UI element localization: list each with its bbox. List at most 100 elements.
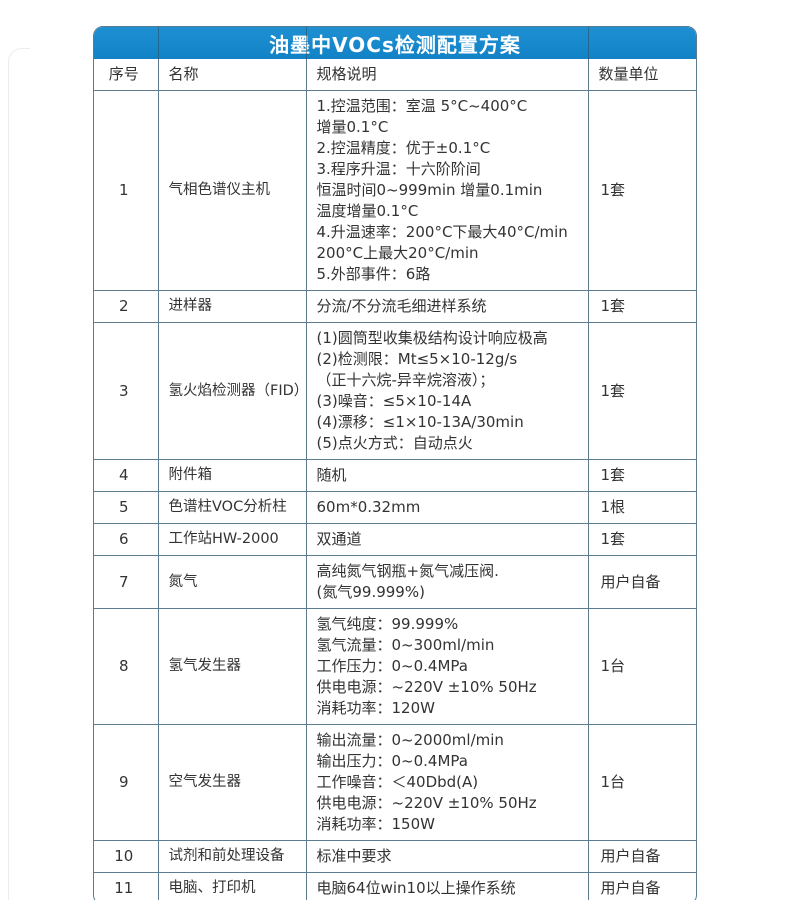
config-table: 序号 名称 规格说明 数量单位 1 气相色谱仪主机 1.控温范围：室温 5°C~… [94, 59, 696, 900]
config-table-card: 油墨中VOCs检测配置方案 序号 名称 规格说明 数量单位 1 气相色谱仪主机 … [93, 26, 697, 900]
col-header-no: 序号 [94, 59, 159, 91]
spec-line: (3)噪音：≤5×10-14A [316, 392, 472, 410]
item-name: 氢气发生器 [157, 608, 307, 725]
spec-line: 4.升温速率：200°C下最大40°C/min [316, 223, 568, 241]
item-quantity: 1台 [587, 608, 696, 725]
item-name: 氢火焰检测器（FID） [157, 322, 307, 460]
spec-line: 1.控温范围：室温 5°C~400°C [316, 97, 528, 115]
spec-line: 分流/不分流毛细进样系统 [316, 297, 487, 315]
item-name: 工作站HW-2000 [157, 523, 307, 556]
item-quantity: 1台 [587, 724, 696, 841]
table-row: 8 氢气发生器 氢气纯度：99.999% 氢气流量：0~300ml/min 工作压力… [94, 608, 696, 725]
spec-line: 60m*0.32mm [316, 498, 421, 516]
item-spec: 标准中要求 [305, 840, 589, 873]
spec-line: 增量0.1°C [316, 118, 389, 136]
spec-line: 恒温时间0~999min 增量0.1min [316, 181, 543, 199]
row-number: 1 [94, 90, 159, 291]
item-quantity: 1套 [587, 459, 696, 492]
spec-line: 5.外部事件：6路 [316, 265, 431, 283]
table-row: 10 试剂和前处理设备 标准中要求 用户自备 [94, 840, 696, 873]
table-row: 4 附件箱 随机 1套 [94, 459, 696, 492]
table-row: 6 工作站HW-2000 双通道 1套 [94, 523, 696, 556]
item-name: 试剂和前处理设备 [157, 840, 307, 873]
spec-line: 2.控温精度：优于±0.1°C [316, 139, 491, 157]
spec-line: （正十六烷-异辛烷溶液）； [316, 371, 495, 389]
row-number: 5 [94, 491, 159, 524]
banner-column-divider [588, 27, 589, 59]
row-number: 8 [94, 608, 159, 725]
item-spec: (1)圆筒型收集极结构设计响应极高 (2)检测限：Mt≤5×10-12g/s （正十… [305, 322, 589, 460]
spec-line: (2)检测限：Mt≤5×10-12g/s [316, 350, 518, 368]
table-row: 11 电脑、打印机 电脑64位win10以上操作系统 用户自备 [94, 872, 696, 900]
spec-line: 工作噪音：＜40Dbd(A) [316, 773, 479, 791]
col-header-name: 名称 [157, 59, 307, 91]
spec-line: 输出压力：0~0.4MPa [316, 752, 468, 770]
row-number: 7 [94, 555, 159, 609]
row-number: 6 [94, 523, 159, 556]
spec-line: 随机 [316, 466, 347, 484]
row-number: 11 [94, 872, 159, 900]
item-name: 色谱柱VOC分析柱 [157, 491, 307, 524]
item-quantity: 1套 [587, 523, 696, 556]
page-card-edge [8, 48, 30, 900]
table-header-row: 序号 名称 规格说明 数量单位 [94, 59, 696, 91]
row-number: 3 [94, 322, 159, 460]
spec-line: 高纯氮气钢瓶+氮气减压阀. [316, 562, 499, 580]
table-row: 3 氢火焰检测器（FID） (1)圆筒型收集极结构设计响应极高 (2)检测限：Mt… [94, 322, 696, 460]
item-quantity: 用户自备 [587, 840, 696, 873]
table-row: 5 色谱柱VOC分析柱 60m*0.32mm 1根 [94, 491, 696, 524]
banner-column-divider [306, 27, 307, 59]
item-quantity: 用户自备 [587, 872, 696, 900]
spec-line: 供电电源：~220V ±10% 50Hz [316, 678, 537, 696]
item-spec: 1.控温范围：室温 5°C~400°C 增量0.1°C 2.控温精度：优于±0.1°… [305, 90, 589, 291]
spec-line: 双通道 [316, 530, 362, 548]
item-spec: 双通道 [305, 523, 589, 556]
spec-line: (5)点火方式：自动点火 [316, 434, 473, 452]
item-quantity: 1套 [587, 90, 696, 291]
spec-line: (1)圆筒型收集极结构设计响应极高 [316, 329, 548, 347]
spec-line: 输出流量：0~2000ml/min [316, 731, 504, 749]
col-header-spec: 规格说明 [305, 59, 589, 91]
table-row: 1 气相色谱仪主机 1.控温范围：室温 5°C~400°C 增量0.1°C 2.控温… [94, 90, 696, 291]
spec-line: (氮气99.999%) [316, 583, 425, 601]
spec-line: 温度增量0.1°C [316, 202, 419, 220]
item-name: 空气发生器 [157, 724, 307, 841]
item-name: 氮气 [157, 555, 307, 609]
item-spec: 氢气纯度：99.999% 氢气流量：0~300ml/min 工作压力：0~0.4MP… [305, 608, 589, 725]
spec-line: 消耗功率：150W [316, 815, 435, 833]
item-spec: 电脑64位win10以上操作系统 [305, 872, 589, 900]
spec-line: 电脑64位win10以上操作系统 [316, 879, 516, 897]
spec-line: (4)漂移：≤1×10-13A/30min [316, 413, 524, 431]
table-body: 1 气相色谱仪主机 1.控温范围：室温 5°C~400°C 增量0.1°C 2.控温… [94, 90, 696, 900]
table-row: 7 氮气 高纯氮气钢瓶+氮气减压阀. (氮气99.999%) 用户自备 [94, 555, 696, 609]
banner-column-divider [158, 27, 159, 59]
row-number: 10 [94, 840, 159, 873]
item-quantity: 1套 [587, 290, 696, 323]
item-spec: 分流/不分流毛细进样系统 [305, 290, 589, 323]
spec-line: 氢气流量：0~300ml/min [316, 636, 495, 654]
page-title: 油墨中VOCs检测配置方案 [269, 32, 521, 57]
table-row: 9 空气发生器 输出流量：0~2000ml/min 输出压力：0~0.4MPa 工作… [94, 724, 696, 841]
col-header-qty: 数量单位 [587, 59, 696, 91]
row-number: 4 [94, 459, 159, 492]
row-number: 2 [94, 290, 159, 323]
item-quantity: 用户自备 [587, 555, 696, 609]
table-title-banner: 油墨中VOCs检测配置方案 [94, 27, 696, 59]
item-quantity: 1根 [587, 491, 696, 524]
spec-line: 氢气纯度：99.999% [316, 615, 459, 633]
spec-line: 工作压力：0~0.4MPa [316, 657, 468, 675]
item-spec: 高纯氮气钢瓶+氮气减压阀. (氮气99.999%) [305, 555, 589, 609]
item-name: 电脑、打印机 [157, 872, 307, 900]
item-name: 气相色谱仪主机 [157, 90, 307, 291]
spec-line: 标准中要求 [316, 847, 392, 865]
spec-line: 消耗功率：120W [316, 699, 435, 717]
item-spec: 60m*0.32mm [305, 491, 589, 524]
item-spec: 随机 [305, 459, 589, 492]
spec-line: 200°C上最大20°C/min [316, 244, 479, 262]
spec-line: 供电电源：~220V ±10% 50Hz [316, 794, 537, 812]
table-row: 2 进样器 分流/不分流毛细进样系统 1套 [94, 290, 696, 323]
item-quantity: 1套 [587, 322, 696, 460]
row-number: 9 [94, 724, 159, 841]
item-name: 进样器 [157, 290, 307, 323]
spec-line: 3.程序升温：十六阶阶间 [316, 160, 481, 178]
